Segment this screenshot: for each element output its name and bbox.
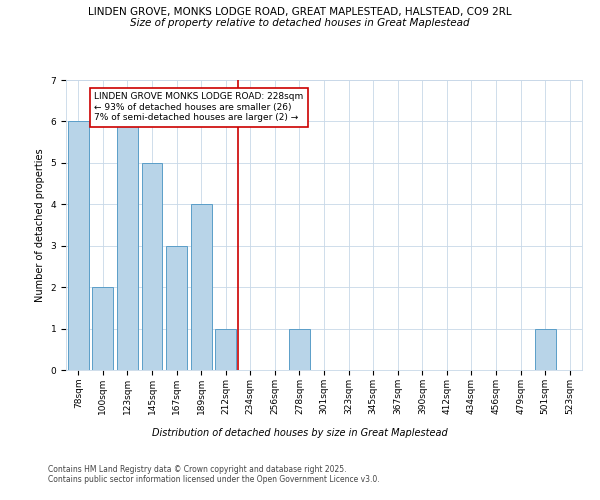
Bar [68,122,89,370]
Bar [142,163,163,370]
Bar [117,122,138,370]
Y-axis label: Number of detached properties: Number of detached properties [35,148,45,302]
Bar [92,287,113,370]
Bar [166,246,187,370]
Bar [535,328,556,370]
Bar [191,204,212,370]
Text: LINDEN GROVE MONKS LODGE ROAD: 228sqm
← 93% of detached houses are smaller (26)
: LINDEN GROVE MONKS LODGE ROAD: 228sqm ← … [94,92,304,122]
Bar [215,328,236,370]
Text: Size of property relative to detached houses in Great Maplestead: Size of property relative to detached ho… [130,18,470,28]
Text: Contains HM Land Registry data © Crown copyright and database right 2025.
Contai: Contains HM Land Registry data © Crown c… [48,465,380,484]
Text: Distribution of detached houses by size in Great Maplestead: Distribution of detached houses by size … [152,428,448,438]
Text: LINDEN GROVE, MONKS LODGE ROAD, GREAT MAPLESTEAD, HALSTEAD, CO9 2RL: LINDEN GROVE, MONKS LODGE ROAD, GREAT MA… [88,8,512,18]
Bar [289,328,310,370]
